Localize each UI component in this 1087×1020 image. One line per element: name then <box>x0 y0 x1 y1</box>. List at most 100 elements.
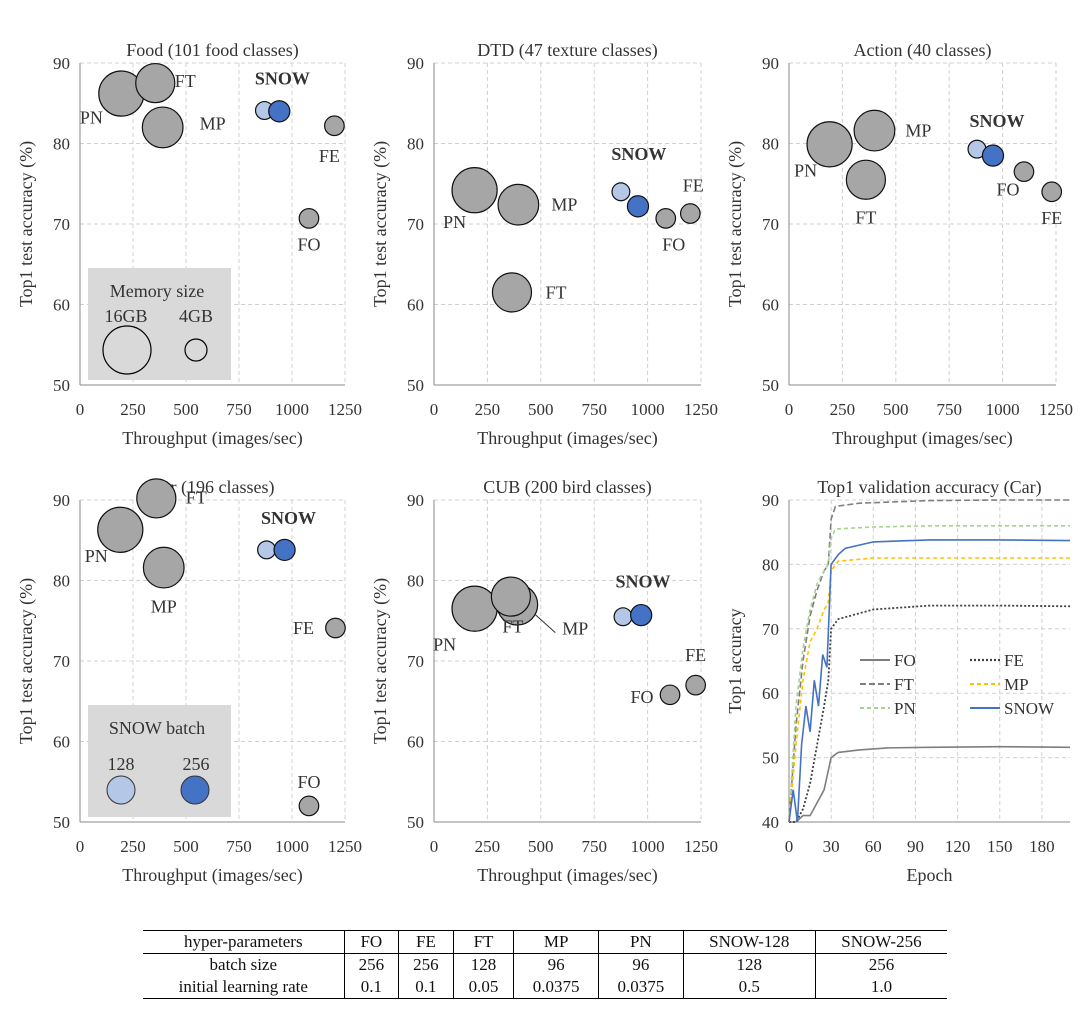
table-header-cell: FE <box>398 930 454 954</box>
table-cell: 0.5 <box>682 976 816 999</box>
leader-line <box>534 614 556 634</box>
bubble-fo <box>655 207 677 229</box>
x-tick-label: 1000 <box>275 400 309 419</box>
x-tick-label: 1250 <box>328 400 362 419</box>
bubble-mp <box>497 183 540 226</box>
bubble-mp <box>853 109 896 152</box>
bubble-label: PN <box>443 212 466 232</box>
y-axis-label: Top1 test accuracy (%) <box>16 578 37 744</box>
bubble-ft <box>845 159 887 200</box>
y-tick-label: 60 <box>407 733 424 752</box>
y-tick-label: 90 <box>762 491 779 510</box>
bubble-pn <box>97 506 144 553</box>
bubble-label: FT <box>502 617 523 637</box>
x-tick-label: 250 <box>475 837 501 856</box>
table-cell: 128 <box>682 953 816 976</box>
bubble-fo <box>1013 161 1035 183</box>
y-tick-label: 80 <box>407 572 424 591</box>
x-tick-label: 90 <box>907 837 924 856</box>
bubble-label: PN <box>80 108 103 128</box>
x-tick-label: 750 <box>581 837 607 856</box>
bubble-label: MP <box>551 195 577 215</box>
y-tick-label: 50 <box>762 749 779 768</box>
bubble-label: MP <box>200 113 226 133</box>
table-cell: batch size <box>209 955 278 974</box>
bubble-pn <box>806 121 853 168</box>
y-axis-label: Top1 test accuracy (%) <box>725 141 746 307</box>
x-tick-label: 0 <box>76 400 85 419</box>
bubble-pn <box>451 585 498 632</box>
snow-label: SNOW <box>616 572 671 592</box>
bubble-label: FT <box>186 487 207 507</box>
legend-label: 256 <box>183 754 210 774</box>
x-axis-label: Epoch <box>907 865 953 885</box>
y-tick-label: 60 <box>762 296 779 315</box>
chart-panel-2: 50 60 70 80 90 0 250 500 750 1000 1250 DTD (47 text… <box>370 40 718 449</box>
bubble-snow-256 <box>981 144 1005 167</box>
y-tick-label: 60 <box>762 684 779 703</box>
x-tick-label: 750 <box>226 400 252 419</box>
x-tick-label: 1250 <box>1039 400 1073 419</box>
y-tick-label: 70 <box>407 215 424 234</box>
table-header-cell: FT <box>452 930 514 954</box>
legend-label: PN <box>894 699 916 718</box>
x-tick-label: 180 <box>1029 837 1055 856</box>
table-cell: 0.0375 <box>513 976 599 999</box>
bubble-ft <box>135 62 176 104</box>
table-cell: 1.0 <box>814 976 947 999</box>
bubble-snow-256 <box>273 538 296 562</box>
legend-title: SNOW batch <box>109 718 205 738</box>
bubble-fe <box>324 115 345 137</box>
bubble-label: FT <box>855 208 876 228</box>
y-tick-label: 80 <box>53 572 70 591</box>
table-row: initial learning rate 0.1 0.1 0.05 0.037… <box>143 976 947 999</box>
table-header-row: hyper-parameters FO FE FT MP PN SNOW-128… <box>143 930 947 954</box>
x-tick-label: 1250 <box>684 400 718 419</box>
y-tick-label: 90 <box>407 491 424 510</box>
y-tick-label: 80 <box>407 135 424 154</box>
bubble-label: FO <box>631 687 654 707</box>
bubble-label: MP <box>151 597 177 617</box>
x-axis-label: Throughput (images/sec) <box>122 428 302 449</box>
bubble-label: FO <box>297 234 320 254</box>
x-tick-label: 120 <box>945 837 971 856</box>
legend-label: SNOW <box>1004 699 1055 718</box>
legend-label: FE <box>1004 651 1024 670</box>
bubble-snow-256 <box>630 603 653 627</box>
bubble-label: FE <box>319 146 340 166</box>
table-header-cell: PN <box>597 930 684 954</box>
y-tick-label: 40 <box>762 813 779 832</box>
y-axis-label: Top1 accuracy <box>725 608 745 713</box>
y-tick-label: 50 <box>407 813 424 832</box>
bubble-ft <box>491 272 533 313</box>
bubble-snow-256 <box>268 100 291 123</box>
y-tick-label: 80 <box>762 555 779 574</box>
legend-label: 16GB <box>104 306 147 326</box>
hyperparameter-table: hyper-parameters FO FE FT MP PN SNOW-128… <box>143 930 947 999</box>
legend: Memory size 16GB 4GB <box>88 268 231 380</box>
table-header-cell: hyper-parameters <box>143 930 345 954</box>
x-axis-label: Throughput (images/sec) <box>832 428 1012 449</box>
y-axis-label: Top1 test accuracy (%) <box>16 141 37 307</box>
y-tick-label: 50 <box>762 376 779 395</box>
bubble-fe <box>679 203 701 224</box>
series-line-fo <box>789 745 1071 823</box>
legend: FO FE FT MP PN SNOW <box>860 651 1055 718</box>
bubble-ft <box>490 576 532 617</box>
x-tick-label: 250 <box>120 400 146 419</box>
bubble-mp <box>142 546 185 589</box>
bubble-label: FT <box>175 71 196 91</box>
bubble-label: FO <box>297 772 320 792</box>
table-cell: 0.1 <box>343 976 399 999</box>
snow-label: SNOW <box>255 68 310 88</box>
y-tick-label: 70 <box>762 215 779 234</box>
y-tick-label: 90 <box>762 54 779 73</box>
chart-panel-4: 50 60 70 80 90 0 250 500 750 1000 1250 Car (196 cla… <box>16 477 362 886</box>
bubble-label: FE <box>1041 208 1062 228</box>
table-cell: 0.0375 <box>597 976 684 999</box>
x-tick-label: 750 <box>226 837 252 856</box>
x-tick-label: 250 <box>830 400 856 419</box>
y-tick-label: 60 <box>53 296 70 315</box>
bubble-fe <box>1041 181 1063 203</box>
